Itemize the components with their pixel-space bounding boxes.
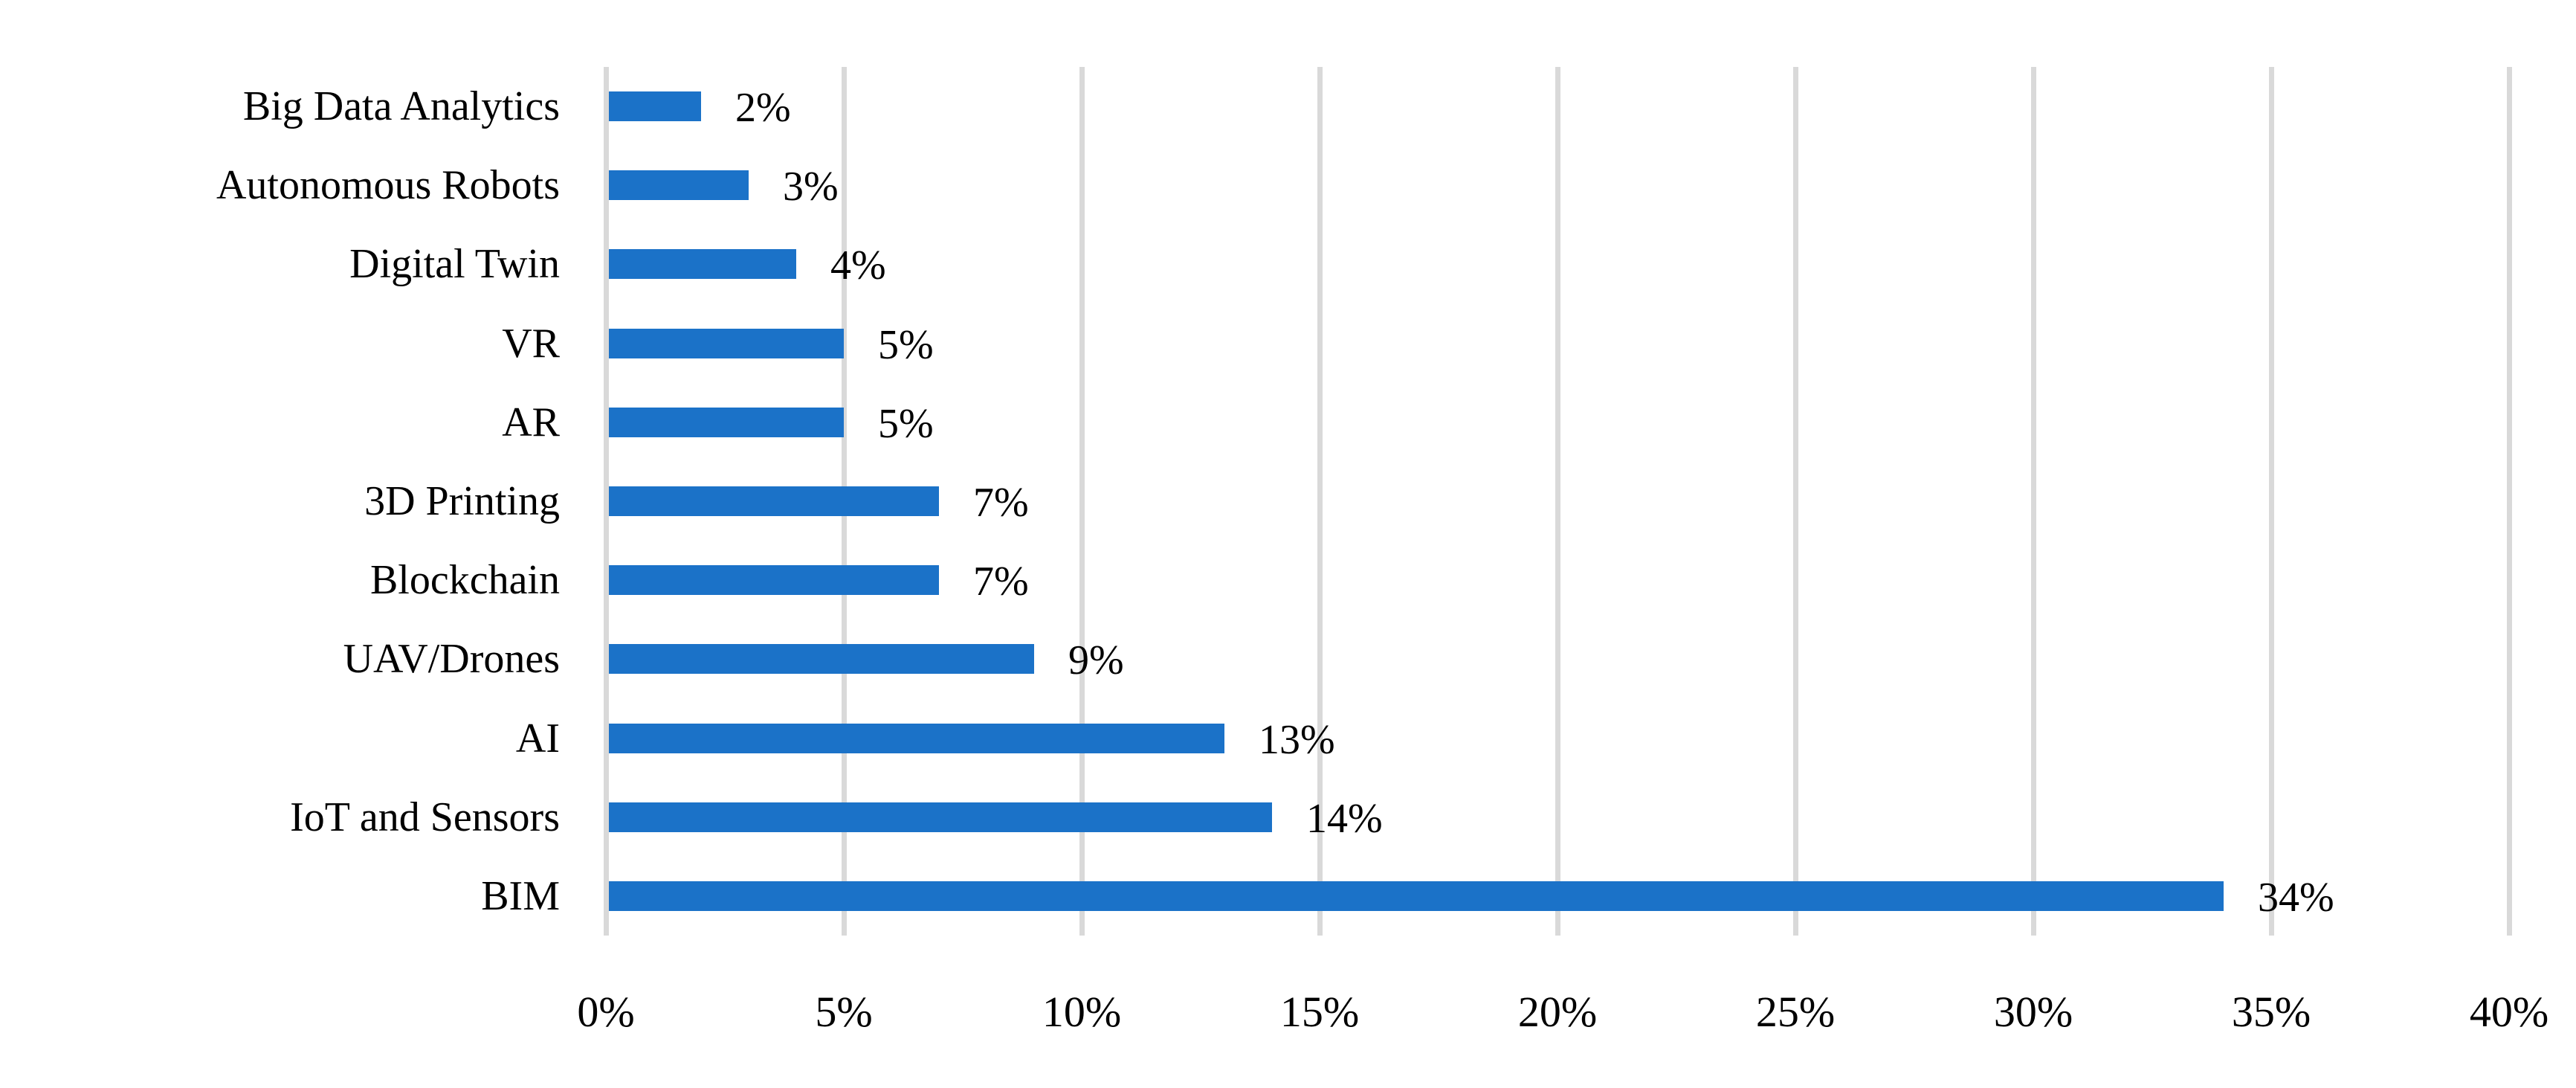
x-tick-label: 25% [1755,988,1836,1036]
gridline [1555,67,1560,936]
bar [609,328,844,358]
x-tick-label: 40% [2469,988,2549,1036]
x-tick-label: 15% [1279,988,1360,1036]
value-label: 3% [783,164,839,210]
value-label: 34% [2258,874,2334,921]
category-label: AI [515,715,560,762]
x-tick-label: 20% [1517,988,1598,1036]
bar [609,407,844,437]
value-label: 9% [1068,637,1124,684]
category-label: AR [502,399,560,445]
gridline [2031,67,2036,936]
gridline [604,67,609,936]
value-label: 2% [735,85,791,132]
bar [609,249,796,280]
x-tick-label: 30% [1993,988,2073,1036]
value-label: 5% [878,321,934,368]
category-label: Digital Twin [349,241,560,288]
gridline [1317,67,1323,936]
value-label: 4% [830,242,886,289]
value-label: 7% [973,480,1029,526]
bar [609,881,2224,911]
x-tick-label: 35% [2231,988,2311,1036]
gridline [2507,67,2512,936]
category-label: Autonomous Robots [216,162,560,209]
bar [609,644,1034,675]
category-label: BIM [481,872,560,919]
x-tick-label: 5% [815,988,873,1036]
value-label: 7% [973,559,1029,605]
bar [609,802,1272,832]
gridline [2269,67,2274,936]
category-label: IoT and Sensors [290,794,560,840]
category-label: 3D Printing [364,478,560,524]
bar [609,91,701,122]
bar [609,723,1224,753]
gridline [1079,67,1085,936]
bar [609,170,749,201]
category-label: Big Data Analytics [242,83,560,130]
category-label: UAV/Drones [343,636,560,683]
x-tick-label: 0% [577,988,635,1036]
category-label: Blockchain [369,557,560,604]
value-label: 14% [1306,795,1383,842]
value-label: 13% [1259,716,1335,763]
category-label: VR [502,320,560,367]
bar [609,565,939,596]
x-tick-label: 10% [1042,988,1122,1036]
bar [609,486,939,516]
gridline [1793,67,1798,936]
value-label: 5% [878,400,934,447]
